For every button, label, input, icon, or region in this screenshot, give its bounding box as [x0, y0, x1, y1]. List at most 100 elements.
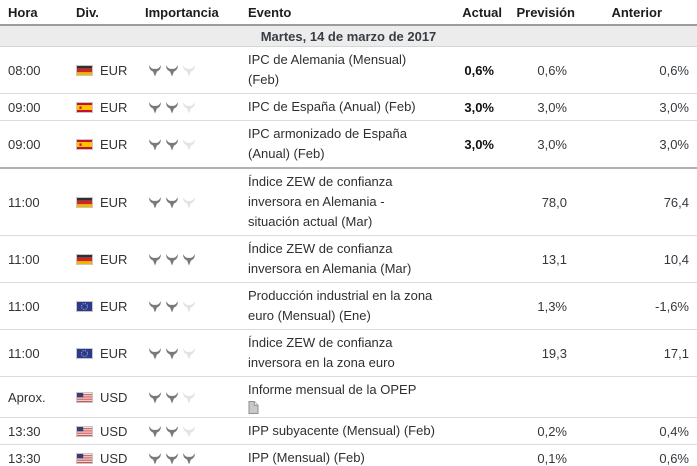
- importance-rating: [140, 282, 240, 330]
- currency-label: EUR: [100, 63, 128, 79]
- bull-icon: [165, 348, 179, 360]
- actual-value: [455, 329, 502, 377]
- actual-value: 3,0%: [455, 93, 502, 121]
- flag-spain-icon: [76, 139, 93, 151]
- flag-usa-icon: [76, 392, 93, 404]
- importance-rating: [140, 235, 240, 283]
- importance-rating: [140, 168, 240, 236]
- bull-icon: [148, 426, 162, 438]
- event-time: 11:00: [0, 235, 68, 283]
- previous-value: 17,1: [575, 329, 697, 377]
- currency-label: EUR: [100, 252, 128, 268]
- event-row[interactable]: 09:00 EUR IPC armonizado de España (Anua…: [0, 120, 697, 169]
- currency-cell: EUR: [68, 329, 140, 377]
- previous-value: 0,4%: [575, 417, 697, 445]
- currency-label: EUR: [100, 100, 128, 116]
- event-row[interactable]: Aprox. USD Informe mensual de la OPEP: [0, 376, 697, 418]
- event-cell: IPC de España (Anual) (Feb): [240, 93, 455, 121]
- currency-label: EUR: [100, 299, 128, 315]
- event-cell: IPP subyacente (Mensual) (Feb): [240, 417, 455, 445]
- bull-icon: [165, 197, 179, 209]
- actual-value: [455, 417, 502, 445]
- bull-icon: [182, 102, 196, 114]
- event-cell: Índice ZEW de confianza inversora en Ale…: [240, 235, 455, 283]
- forecast-value: 0,6%: [502, 46, 575, 94]
- event-time: 08:00: [0, 46, 68, 94]
- event-name[interactable]: IPC armonizado de España (Anual) (Feb): [248, 126, 407, 161]
- importance-rating: [140, 120, 240, 169]
- currency-cell: EUR: [68, 235, 140, 283]
- bull-icon: [165, 301, 179, 313]
- event-row[interactable]: 13:30 USD IPP subyacente (Mensual) (Feb)…: [0, 417, 697, 445]
- bull-icon: [148, 301, 162, 313]
- col-header-prevision: Previsión: [502, 0, 575, 25]
- importance-rating: [140, 93, 240, 121]
- importance-rating: [140, 46, 240, 94]
- importance-rating: [140, 444, 240, 466]
- bull-icon: [165, 453, 179, 465]
- event-name[interactable]: Índice ZEW de confianza inversora en Ale…: [248, 174, 393, 229]
- forecast-value: 3,0%: [502, 120, 575, 169]
- bull-icon: [182, 301, 196, 313]
- bull-icon: [148, 254, 162, 266]
- bull-icon: [148, 102, 162, 114]
- col-header-actual: Actual: [455, 0, 502, 25]
- actual-value: [455, 444, 502, 466]
- bull-icon: [148, 348, 162, 360]
- previous-value: 3,0%: [575, 120, 697, 169]
- forecast-value: 19,3: [502, 329, 575, 377]
- previous-value: [575, 376, 697, 418]
- bull-icon: [165, 102, 179, 114]
- col-header-anterior: Anterior: [575, 0, 697, 25]
- report-attachment-icon[interactable]: [248, 401, 447, 414]
- event-name[interactable]: Producción industrial en la zona euro (M…: [248, 288, 433, 323]
- event-name[interactable]: IPP subyacente (Mensual) (Feb): [248, 423, 435, 438]
- event-row[interactable]: 11:00 EUR Producción industrial en la zo…: [0, 282, 697, 330]
- bull-icon: [148, 392, 162, 404]
- event-cell: Informe mensual de la OPEP: [240, 376, 455, 418]
- forecast-value: 78,0: [502, 168, 575, 236]
- forecast-value: 1,3%: [502, 282, 575, 330]
- currency-label: EUR: [100, 346, 128, 362]
- forecast-value: 0,2%: [502, 417, 575, 445]
- previous-value: 3,0%: [575, 93, 697, 121]
- event-row[interactable]: 08:00 EUR IPC de Alemania (Mensual) (Feb…: [0, 46, 697, 94]
- currency-cell: EUR: [68, 46, 140, 94]
- bull-icon: [182, 426, 196, 438]
- actual-value: [455, 235, 502, 283]
- col-header-evento: Evento: [240, 0, 455, 25]
- event-name[interactable]: Índice ZEW de confianza inversora en la …: [248, 335, 395, 370]
- bull-icon: [148, 65, 162, 77]
- event-name[interactable]: Informe mensual de la OPEP: [248, 382, 417, 397]
- forecast-value: [502, 376, 575, 418]
- forecast-value: 13,1: [502, 235, 575, 283]
- event-name[interactable]: Índice ZEW de confianza inversora en Ale…: [248, 241, 412, 276]
- event-time: 13:30: [0, 444, 68, 466]
- flag-germany-icon: [76, 65, 93, 77]
- event-row[interactable]: 09:00 EUR IPC de España (Anual) (Feb) 3,…: [0, 93, 697, 121]
- currency-cell: USD: [68, 417, 140, 445]
- flag-germany-icon: [76, 197, 93, 209]
- bull-icon: [182, 254, 196, 266]
- event-name[interactable]: IPP (Mensual) (Feb): [248, 450, 365, 465]
- flag-usa-icon: [76, 426, 93, 438]
- event-name[interactable]: IPC de España (Anual) (Feb): [248, 99, 416, 114]
- event-row[interactable]: 13:30 USD IPP (Mensual) (Feb) 0,1% 0,6%: [0, 444, 697, 466]
- flag-germany-icon: [76, 254, 93, 266]
- event-name[interactable]: IPC de Alemania (Mensual) (Feb): [248, 52, 407, 87]
- currency-label: USD: [100, 424, 128, 440]
- bull-icon: [148, 139, 162, 151]
- event-time: 13:30: [0, 417, 68, 445]
- event-row[interactable]: 11:00 EUR Índice ZEW de confianza invers…: [0, 329, 697, 377]
- event-cell: Índice ZEW de confianza inversora en la …: [240, 329, 455, 377]
- bull-icon: [165, 426, 179, 438]
- bull-icon: [182, 197, 196, 209]
- importance-rating: [140, 376, 240, 418]
- event-row[interactable]: 11:00 EUR Índice ZEW de confianza invers…: [0, 168, 697, 236]
- previous-value: 10,4: [575, 235, 697, 283]
- previous-value: -1,6%: [575, 282, 697, 330]
- flag-eurozone-icon: [76, 348, 93, 360]
- event-row[interactable]: 11:00 EUR Índice ZEW de confianza invers…: [0, 235, 697, 283]
